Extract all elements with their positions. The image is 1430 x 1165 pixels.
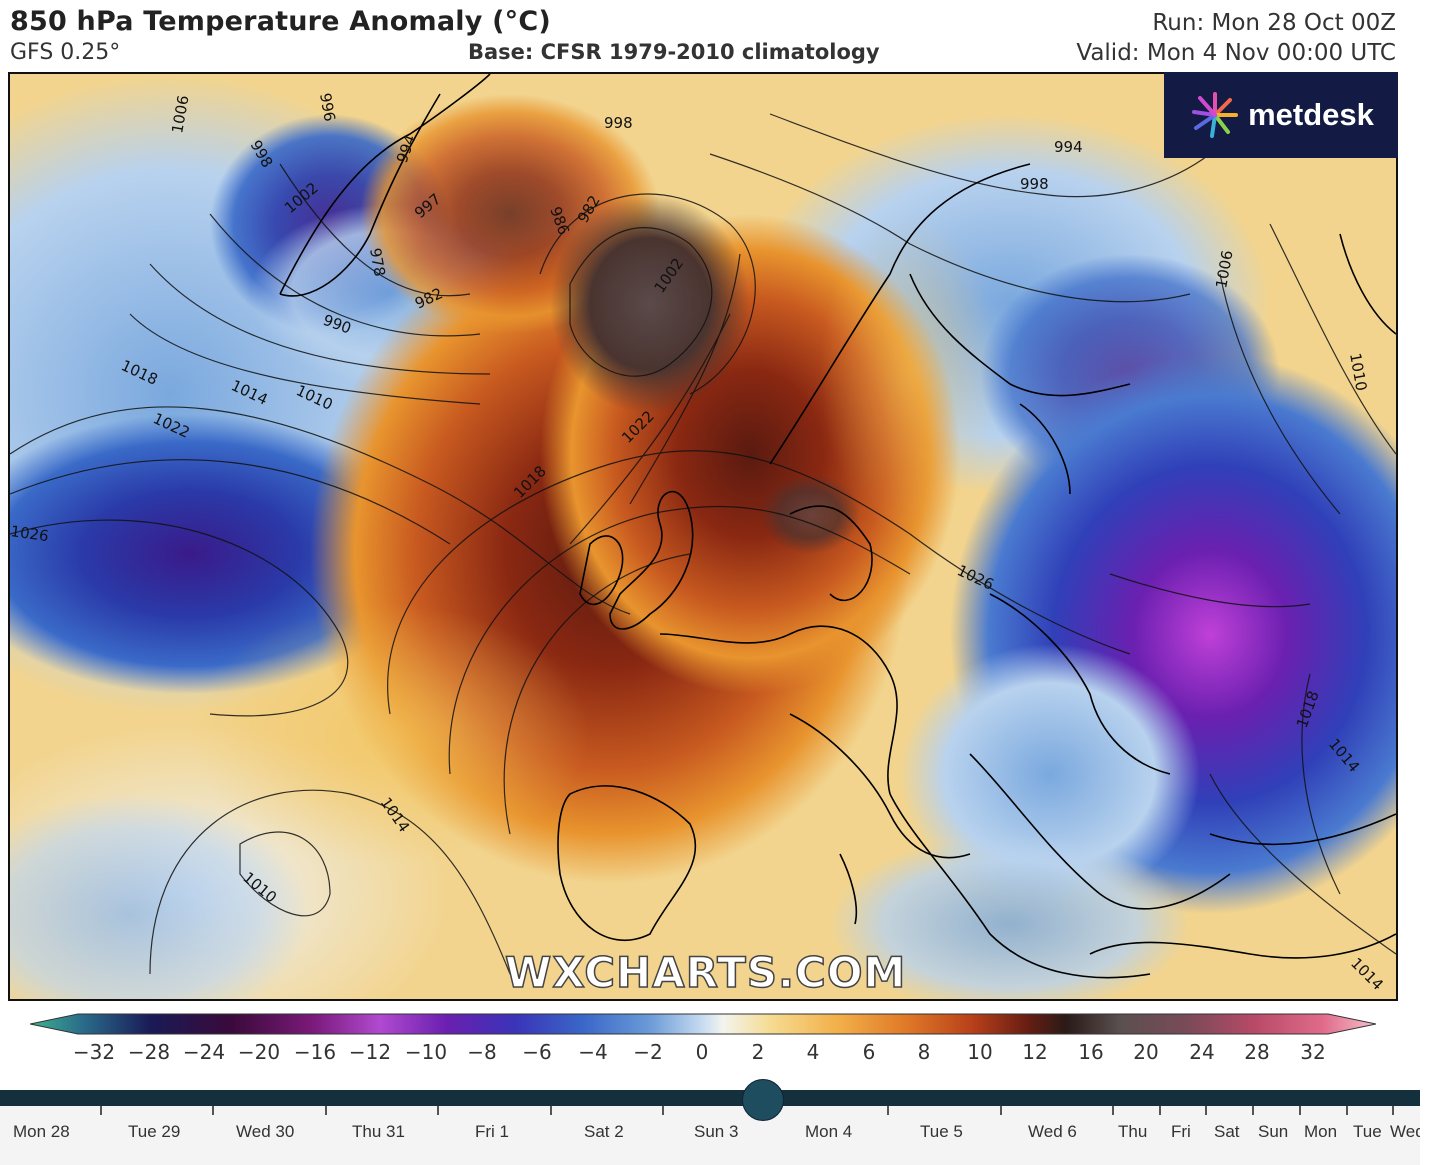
- colorbar-tick-label: 32: [1300, 1040, 1326, 1064]
- timeline-tick: [100, 1106, 102, 1115]
- timeline-tick: [1112, 1106, 1114, 1115]
- colorbar-tick-label: 20: [1133, 1040, 1159, 1064]
- isobar-label: 978: [366, 247, 389, 278]
- timeline-day-wed[interactable]: Wed: [1390, 1122, 1420, 1141]
- colorbar-tick-label: −6: [522, 1040, 552, 1064]
- colorbar-tick-label: −28: [127, 1040, 171, 1064]
- timeline-day-sat2[interactable]: Sat 2: [584, 1122, 624, 1141]
- timeline-day-mon[interactable]: Mon: [1304, 1122, 1338, 1141]
- colorbar-tick-label: 28: [1244, 1040, 1270, 1064]
- timeline-day-thu31[interactable]: Thu 31: [352, 1122, 405, 1141]
- chart-title: 850 hPa Temperature Anomaly (°C): [10, 6, 551, 37]
- timeline-tick: [1392, 1106, 1394, 1115]
- timeline-tick: [662, 1106, 664, 1115]
- timeline-tick: [325, 1106, 327, 1115]
- climatology-base-label: Base: CFSR 1979-2010 climatology: [468, 40, 880, 64]
- metdesk-logo: metdesk: [1164, 72, 1398, 158]
- colorbar-tick-label: 8: [917, 1040, 931, 1064]
- timeline-day-tue5[interactable]: Tue 5: [920, 1122, 963, 1141]
- timeline-thumb[interactable]: [742, 1079, 784, 1121]
- forecast-timeline[interactable]: Mon 28 Tue 29 Wed 30 Thu 31 Fri 1 Sat 2 …: [0, 1079, 1420, 1165]
- isobar-label: 1026: [10, 522, 50, 545]
- timeline-tick: [887, 1106, 889, 1115]
- run-time-label: Run: Mon 28 Oct 00Z: [1152, 10, 1396, 36]
- colorbar-tick-label: −10: [404, 1040, 448, 1064]
- timeline-tick: [1000, 1106, 1002, 1115]
- colorbar-tick-label: 16: [1078, 1040, 1104, 1064]
- model-label: GFS 0.25°: [10, 40, 121, 65]
- colorbar-tick-label: −4: [578, 1040, 608, 1064]
- colorbar-tick-label: 6: [862, 1040, 876, 1064]
- anomaly-map: 1006 998 1002 996 994 997 978 982 990 98…: [8, 72, 1398, 1001]
- colorbar-tick-label: 24: [1189, 1040, 1215, 1064]
- colorbar-tick-label: −24: [182, 1040, 226, 1064]
- timeline-day-sun3[interactable]: Sun 3: [694, 1122, 739, 1141]
- isobar-label: 994: [1054, 138, 1083, 156]
- wxcharts-watermark: WXCHARTS.COM: [504, 947, 907, 998]
- map-canvas: 1006 998 1002 996 994 997 978 982 990 98…: [10, 74, 1396, 999]
- colorbar-tick-label: −12: [348, 1040, 392, 1064]
- colorbar-tick-label: 4: [806, 1040, 820, 1064]
- timeline-tick: [1252, 1106, 1254, 1115]
- colorbar-tick-label: 12: [1022, 1040, 1048, 1064]
- timeline-day-sat[interactable]: Sat: [1214, 1122, 1240, 1141]
- temperature-colorbar: [30, 1013, 1376, 1035]
- timeline-tick: [1159, 1106, 1161, 1115]
- isobar-label: 998: [604, 114, 633, 132]
- colorbar-tick-label: −16: [293, 1040, 337, 1064]
- metdesk-wordmark: metdesk: [1248, 97, 1374, 132]
- timeline-day-tue[interactable]: Tue: [1353, 1122, 1382, 1141]
- colorbar-labels: −32 −28 −24 −20 −16 −12 −10 −8 −6 −4 −2 …: [0, 1040, 1430, 1070]
- timeline-tick: [212, 1106, 214, 1115]
- colorbar-tick-label: −2: [633, 1040, 663, 1064]
- colorbar-tick-label: −32: [72, 1040, 116, 1064]
- colorbar-tick-label: 0: [695, 1040, 709, 1064]
- timeline-days: [0, 1106, 1420, 1165]
- isobar-label: 996: [316, 92, 339, 123]
- valid-time-label: Valid: Mon 4 Nov 00:00 UTC: [1076, 40, 1396, 66]
- timeline-tick: [437, 1106, 439, 1115]
- timeline-day-tue29[interactable]: Tue 29: [128, 1122, 181, 1141]
- timeline-day-mon4[interactable]: Mon 4: [805, 1122, 853, 1141]
- colorbar-tick-label: −20: [237, 1040, 281, 1064]
- timeline-day-wed30[interactable]: Wed 30: [236, 1122, 295, 1141]
- timeline-tick: [1205, 1106, 1207, 1115]
- colorbar-tick-label: −8: [467, 1040, 497, 1064]
- timeline-day-thu[interactable]: Thu: [1118, 1122, 1148, 1141]
- metdesk-burst-icon: [1192, 92, 1239, 138]
- timeline-day-fri1[interactable]: Fri 1: [475, 1122, 509, 1141]
- colorbar-tick-label: 10: [967, 1040, 993, 1064]
- timeline-tick: [1346, 1106, 1348, 1115]
- timeline-day-mon28[interactable]: Mon 28: [13, 1122, 70, 1141]
- timeline-day-fri[interactable]: Fri: [1171, 1122, 1191, 1141]
- timeline-tick: [550, 1106, 552, 1115]
- isobar-label: 998: [1020, 175, 1049, 193]
- timeline-tick: [1299, 1106, 1301, 1115]
- colorbar-tick-label: 2: [751, 1040, 765, 1064]
- timeline-day-wed6[interactable]: Wed 6: [1028, 1122, 1077, 1141]
- timeline-day-sun[interactable]: Sun: [1258, 1122, 1289, 1141]
- timeline-track[interactable]: [0, 1090, 1420, 1106]
